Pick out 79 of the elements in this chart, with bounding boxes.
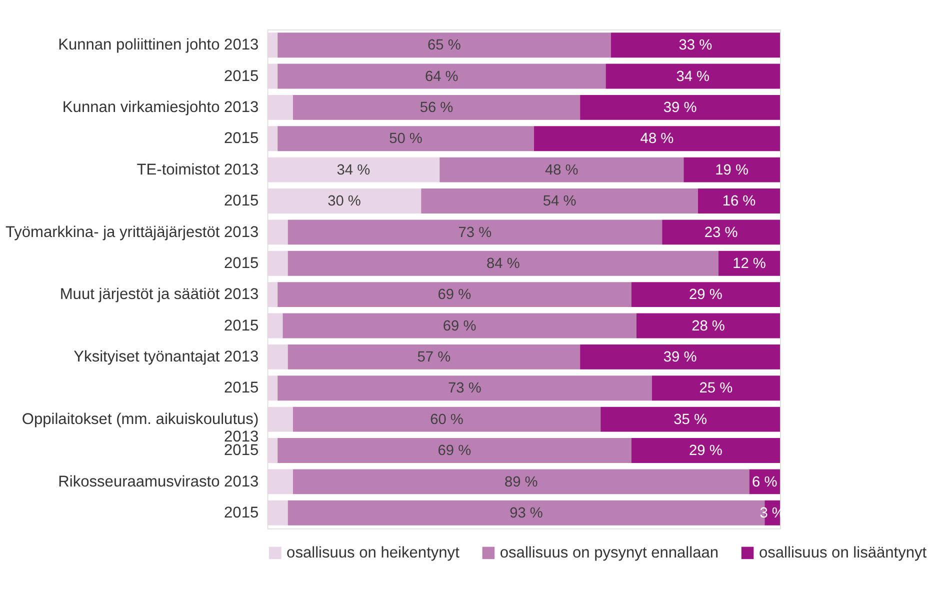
data-label: 57 % [417,350,451,366]
y-tick-label: TE-toimistot 2013 [136,161,259,178]
legend-label: osallisuus on pysynyt ennallaan [500,544,719,562]
bar [684,157,780,182]
data-label: 50 % [389,131,422,148]
bar [288,250,718,276]
data-label: 84 % [486,256,520,272]
data-label: 35 % [674,412,707,428]
bar [292,406,601,432]
y-tick-label: Kunnan poliittinen johto 2013 [58,36,259,54]
data-label: 12 % [732,256,766,272]
data-label: 69 % [438,287,472,304]
data-label: 34 % [336,162,370,178]
bar [631,438,780,463]
bar [288,344,580,370]
y-tick-label: 2015 [224,192,259,210]
data-label: 23 % [704,224,738,241]
data-label: 69 % [438,443,472,460]
data-label: 48 % [544,162,578,178]
bar [278,438,632,463]
data-label: 6 % [752,474,778,490]
data-label: 89 % [504,474,538,490]
bar [600,406,780,432]
data-label: 93 % [510,505,543,522]
bar [636,313,780,338]
bar [278,376,652,401]
y-tick-label: Muut järjestöt ja säätiöt 2013 [60,286,259,304]
bar [278,32,611,58]
bar [718,250,780,276]
y-tick-label: 2015 [224,380,259,397]
data-label: 65 % [428,38,461,54]
bar [580,94,780,120]
bar [606,64,780,89]
bar [662,220,780,245]
data-label: 19 % [715,162,748,178]
data-label: 73 % [448,380,482,397]
legend-label: osallisuus on heikentynyt [286,544,460,562]
y-tick-label: 2015 [224,130,259,148]
bar [278,282,632,308]
data-label: 56 % [420,100,454,116]
y-tick-label: Rikosseuraamusvirasto 2013 [58,473,259,490]
data-label: 28 % [692,318,725,334]
data-label: 34 % [676,68,710,85]
bar [278,64,606,89]
data-label: 25 % [699,380,733,397]
bar [580,344,780,370]
bar [440,157,684,182]
y-tick-label: 2015 [224,504,259,522]
data-label: 30 % [328,194,361,210]
bar [698,188,780,214]
bar [288,220,662,245]
data-label: 33 % [678,38,712,54]
data-label: 39 % [663,350,697,366]
data-label: 54 % [542,194,576,210]
legend-label: osallisuus on lisääntynyt [758,544,928,562]
y-tick-label: Yksityiset työnantajat 2013 [74,348,259,366]
data-label: 60 % [430,412,464,428]
data-label: 29 % [689,443,722,460]
bar [292,94,580,120]
data-label: 48 % [640,131,674,148]
data-label: 69 % [442,318,476,334]
y-tick-label: Kunnan virkamiesjohto 2013 [62,99,259,116]
data-label: 39 % [663,100,697,116]
bar [534,126,780,152]
y-tick-label: 2015 [224,317,259,334]
bar [282,313,636,338]
y-tick-label: 2015 [224,68,259,85]
data-label: 16 % [722,194,756,210]
bar [278,126,534,152]
y-tick-label: Työmarkkina- ja yrittäjäjärjestöt 2013 [5,224,259,241]
bar [610,32,780,58]
bar [421,188,698,214]
bar [631,282,780,308]
data-label: 73 % [458,224,492,241]
data-label: 64 % [424,68,458,85]
bar [652,376,780,401]
y-tick-label: 2015 [224,254,259,272]
bar [292,469,750,494]
data-label: 29 % [689,287,722,304]
